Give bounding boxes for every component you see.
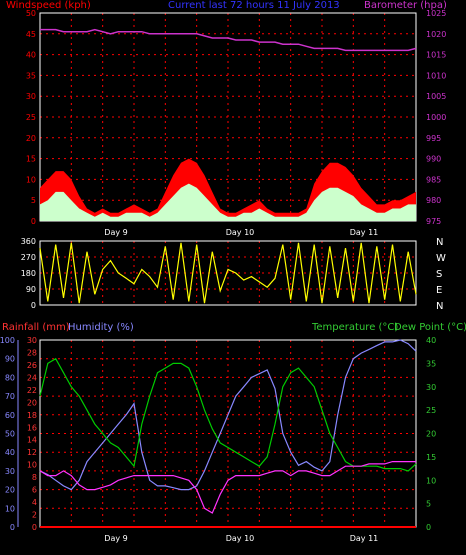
tick-label-windspeed: 0 (31, 217, 36, 226)
tick-label-humidity: 80 (5, 373, 15, 382)
tick-label-temperature: 0 (426, 523, 431, 532)
tick-label-barometer: 1010 (426, 71, 446, 80)
tick-label-humidity: 0 (10, 523, 15, 532)
tick-label-windspeed: 45 (26, 30, 36, 39)
tick-label-windspeed: 30 (26, 92, 36, 101)
tick-label-temperature: 20 (426, 430, 436, 439)
x-label-day: Day 9 (104, 228, 127, 237)
tick-label-windspeed: 15 (26, 155, 36, 164)
tick-label-rainfall: 18 (27, 411, 37, 420)
tick-label-direction: 270 (21, 253, 36, 262)
tick-label-rainfall: 12 (27, 448, 37, 457)
tick-label-direction: 360 (21, 237, 36, 246)
tick-label-windspeed: 5 (31, 196, 36, 205)
tick-label-barometer: 975 (426, 217, 441, 226)
tick-label-barometer: 1005 (426, 92, 446, 101)
tick-label-humidity: 20 (5, 486, 15, 495)
humidity-axis-title: Humidity (%) (68, 322, 134, 333)
tick-label-temperature: 35 (426, 359, 436, 368)
temperature-axis-title: Temperature (°C) (312, 322, 399, 333)
series-wind-avg (40, 183, 416, 221)
compass-label: S (436, 269, 442, 280)
tick-label-rainfall: 20 (27, 398, 37, 407)
tick-label-barometer: 1000 (426, 113, 446, 122)
tick-label-humidity: 30 (5, 467, 15, 476)
x-label-day: Day 10 (226, 228, 255, 237)
tick-label-rainfall: 8 (32, 473, 37, 482)
tick-label-rainfall: 16 (27, 423, 37, 432)
tick-label-windspeed: 25 (26, 113, 36, 122)
x-label-day: Day 9 (104, 534, 127, 543)
tick-label-rainfall: 22 (27, 386, 37, 395)
compass-label: E (436, 285, 442, 296)
dewpoint-axis-title: Dew Point (°C) (394, 322, 466, 333)
series-wind-direction (39, 242, 417, 304)
tick-label-humidity: 60 (5, 411, 15, 420)
tick-label-barometer: 980 (426, 196, 441, 205)
series-dew-point (39, 461, 416, 514)
tick-label-direction: 180 (21, 269, 36, 278)
tick-label-windspeed: 10 (26, 175, 36, 184)
tick-label-barometer: 1025 (426, 9, 446, 18)
x-label-day: Day 11 (350, 228, 379, 237)
barometer-axis-title: Barometer (hpa) (364, 0, 447, 11)
tick-label-windspeed: 40 (26, 51, 36, 60)
tick-label-rainfall: 0 (32, 523, 37, 532)
tick-label-barometer: 990 (426, 155, 441, 164)
tick-label-barometer: 1015 (426, 51, 446, 60)
tick-label-rainfall: 24 (27, 373, 37, 382)
tick-label-temperature: 25 (426, 406, 436, 415)
tick-label-rainfall: 2 (32, 511, 37, 520)
period-title: Current last 72 hours 11 July 2013 (168, 0, 340, 11)
tick-label-windspeed: 35 (26, 71, 36, 80)
panel-frame-2 (39, 240, 417, 306)
tick-label-barometer: 985 (426, 175, 441, 184)
series-humidity (39, 339, 417, 491)
tick-label-rainfall: 26 (27, 361, 37, 370)
tick-label-temperature: 30 (426, 383, 436, 392)
tick-label-temperature: 40 (426, 336, 436, 345)
tick-label-humidity: 40 (5, 448, 15, 457)
tick-label-rainfall: 6 (32, 486, 37, 495)
tick-label-direction: 0 (31, 301, 36, 310)
tick-label-windspeed: 50 (26, 9, 36, 18)
series-barometer (40, 28, 417, 52)
tick-label-rainfall: 4 (32, 498, 37, 507)
compass-label: N (436, 301, 443, 312)
tick-label-humidity: 70 (5, 392, 15, 401)
tick-label-windspeed: 20 (26, 134, 36, 143)
tick-label-rainfall: 14 (27, 436, 37, 445)
tick-label-rainfall: 30 (27, 336, 37, 345)
x-label-day: Day 11 (350, 534, 379, 543)
tick-label-humidity: 50 (5, 430, 15, 439)
tick-label-rainfall: 28 (27, 348, 37, 357)
tick-label-temperature: 10 (426, 476, 436, 485)
tick-label-humidity: 100 (0, 336, 15, 345)
windspeed-axis-title: Windspeed (kph) (6, 0, 91, 11)
tick-label-temperature: 5 (426, 500, 431, 509)
rain-axis-title: Rainfall (mm) (2, 322, 70, 333)
tick-label-humidity: 90 (5, 355, 15, 364)
compass-label: W (436, 253, 446, 264)
tick-label-rainfall: 10 (27, 461, 37, 470)
tick-label-temperature: 15 (426, 453, 436, 462)
compass-label: N (436, 237, 443, 248)
tick-label-direction: 90 (26, 285, 36, 294)
tick-label-humidity: 10 (5, 504, 15, 513)
tick-label-barometer: 1020 (426, 30, 446, 39)
x-label-day: Day 10 (226, 534, 255, 543)
tick-label-barometer: 995 (426, 134, 441, 143)
